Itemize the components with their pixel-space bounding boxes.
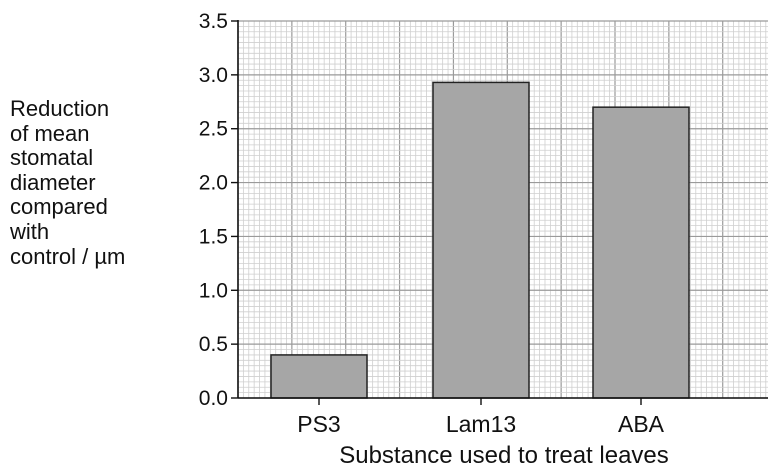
x-category-label: ABA xyxy=(618,411,665,437)
y-tick-label: 2.0 xyxy=(199,172,228,195)
y-tick-label: 0.0 xyxy=(199,387,228,410)
y-tick-label: 1.0 xyxy=(199,279,228,302)
x-category-label: PS3 xyxy=(297,411,340,437)
y-tick-label: 2.5 xyxy=(199,118,228,141)
x-category-labels: PS3 Lam13 ABA xyxy=(297,411,664,437)
y-axis-label-line: of mean xyxy=(10,120,90,146)
y-axis-label: Reduction of mean stomatal diameter comp… xyxy=(10,96,180,269)
x-axis-label: Substance used to treat leaves xyxy=(339,442,669,469)
y-tick-label: 1.5 xyxy=(199,225,228,248)
y-axis-label-line: with xyxy=(10,218,50,244)
x-category-label: Lam13 xyxy=(446,411,516,437)
y-axis-label-line: stomatal xyxy=(10,145,94,171)
axes xyxy=(231,20,768,405)
y-tick-label: 3.0 xyxy=(199,64,228,87)
y-axis-label-line: Reduction xyxy=(10,96,110,121)
y-axis-label-line: compared xyxy=(10,194,108,220)
bar xyxy=(432,81,530,399)
bars xyxy=(270,81,690,399)
y-axis-label-line: control / µm xyxy=(10,243,126,269)
bar xyxy=(270,354,368,399)
y-tick-label: 3.5 xyxy=(199,10,228,33)
y-axis-label-line: diameter xyxy=(10,169,96,195)
y-tick-label: 0.5 xyxy=(199,333,228,356)
bar xyxy=(592,106,690,399)
y-ticks: 0.0 0.5 1.0 1.5 2.0 2.5 3.0 3.5 xyxy=(199,10,228,410)
